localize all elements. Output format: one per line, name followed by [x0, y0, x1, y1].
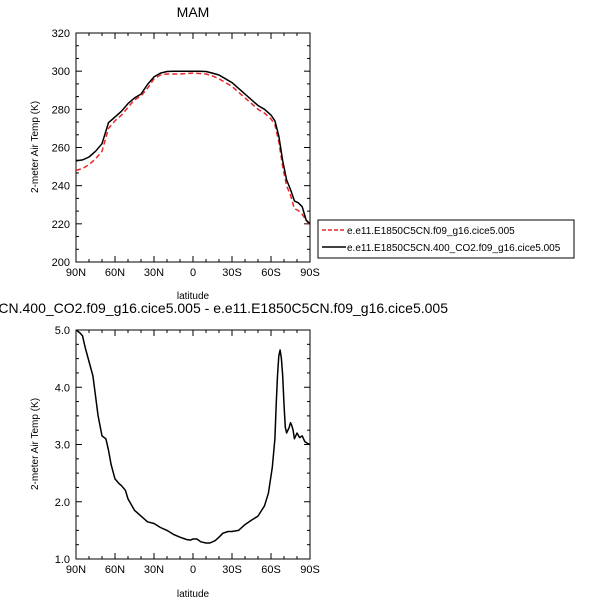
x-tick-label: 60N: [105, 267, 125, 279]
legend-label-1: e.e11.E1850C5CN.400_CO2.f09_g16.cice5.00…: [347, 243, 561, 254]
y-tick-label: 300: [52, 66, 70, 78]
legend-box: [317, 219, 575, 259]
x-tick-label: 90S: [300, 267, 320, 279]
x-tick-label: 60N: [105, 564, 125, 576]
x-axis-label: latitude: [177, 589, 210, 600]
x-tick-label: 90S: [300, 564, 320, 576]
series-line-0: [76, 330, 310, 544]
legend-label-0: e.e11.E1850C5CN.f09_g16.cice5.005: [347, 226, 515, 237]
y-axis-label: 2-meter Air Temp (K): [30, 101, 41, 193]
series-line-0: [76, 72, 310, 227]
x-tick-label: 30S: [222, 267, 242, 279]
y-tick-label: 200: [52, 257, 70, 269]
y-tick-label: 260: [52, 143, 70, 155]
x-axis-label: latitude: [177, 291, 210, 302]
chart-title: e.e11.E1850C5CN.400_CO2.f09_g16.cice5.00…: [0, 300, 448, 316]
y-axis-label: 2-meter Air Temp (K): [30, 398, 41, 490]
x-tick-label: 90N: [66, 267, 86, 279]
chart-title: MAM: [177, 4, 210, 20]
legend: e.e11.E1850C5CN.f09_g16.cice5.005 e.e11.E…: [317, 219, 575, 259]
y-tick-label: 3.0: [55, 440, 70, 452]
top-panel: MAM 90N 60N 30N 0 30S 60S 90S 200 220 240 260 280 300…: [30, 4, 575, 302]
y-tick-label: 2.0: [55, 497, 70, 509]
x-tick-label: 60S: [261, 267, 281, 279]
x-tick-label: 90N: [66, 564, 86, 576]
y-tick-label: 4.0: [55, 382, 70, 394]
y-tick-label: 320: [52, 28, 70, 40]
y-tick-label: 280: [52, 104, 70, 116]
y-tick-label: 220: [52, 219, 70, 231]
x-tick-label: 30N: [144, 267, 164, 279]
x-tick-label: 0: [190, 564, 196, 576]
x-tick-label: 30N: [144, 564, 164, 576]
bottom-panel: e.e11.E1850C5CN.400_CO2.f09_g16.cice5.00…: [0, 300, 448, 600]
plot-frame: [75, 32, 311, 263]
y-tick-label: 240: [52, 181, 70, 193]
x-tick-label: 30S: [222, 564, 242, 576]
y-tick-label: 1.0: [55, 554, 70, 566]
x-tick-label: 0: [190, 267, 196, 279]
series-line-1: [76, 70, 310, 225]
y-tick-label: 5.0: [55, 325, 70, 337]
x-tick-label: 60S: [261, 564, 281, 576]
